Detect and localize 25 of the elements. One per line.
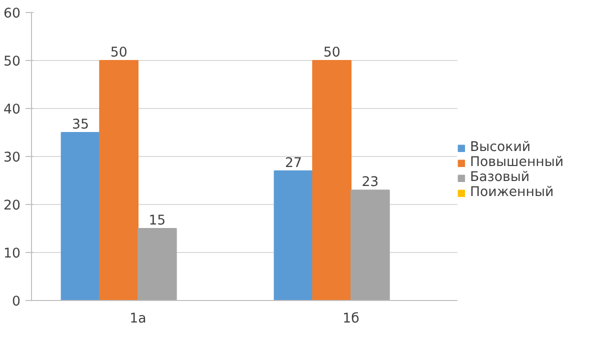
data-label: 23 [362,175,379,190]
y-tick-label: 60 [4,6,21,22]
legend-label: Поиженный [470,185,554,200]
bar [312,60,352,300]
bar [138,228,177,300]
y-tick-label: 40 [4,102,21,118]
data-label: 35 [72,118,89,132]
y-tick-label: 10 [4,246,21,262]
x-tick-label: 1б [342,312,360,326]
data-label: 50 [110,46,128,60]
bar [99,60,138,300]
y-tick-label: 30 [4,150,21,166]
bar [274,170,314,300]
bar [60,132,100,300]
legend-label: Базовый [470,170,530,185]
legend-label: Высокий [470,140,531,155]
legend-label: Повышенный [470,155,564,170]
y-tick-label: 20 [4,198,21,214]
data-label: 50 [323,46,340,60]
bar [350,190,390,300]
x-tick-label: 1а [130,312,146,326]
y-tick-label: 0 [12,294,21,310]
data-label: 27 [285,156,302,171]
data-label: 15 [148,214,166,228]
y-tick-label: 50 [4,54,21,70]
